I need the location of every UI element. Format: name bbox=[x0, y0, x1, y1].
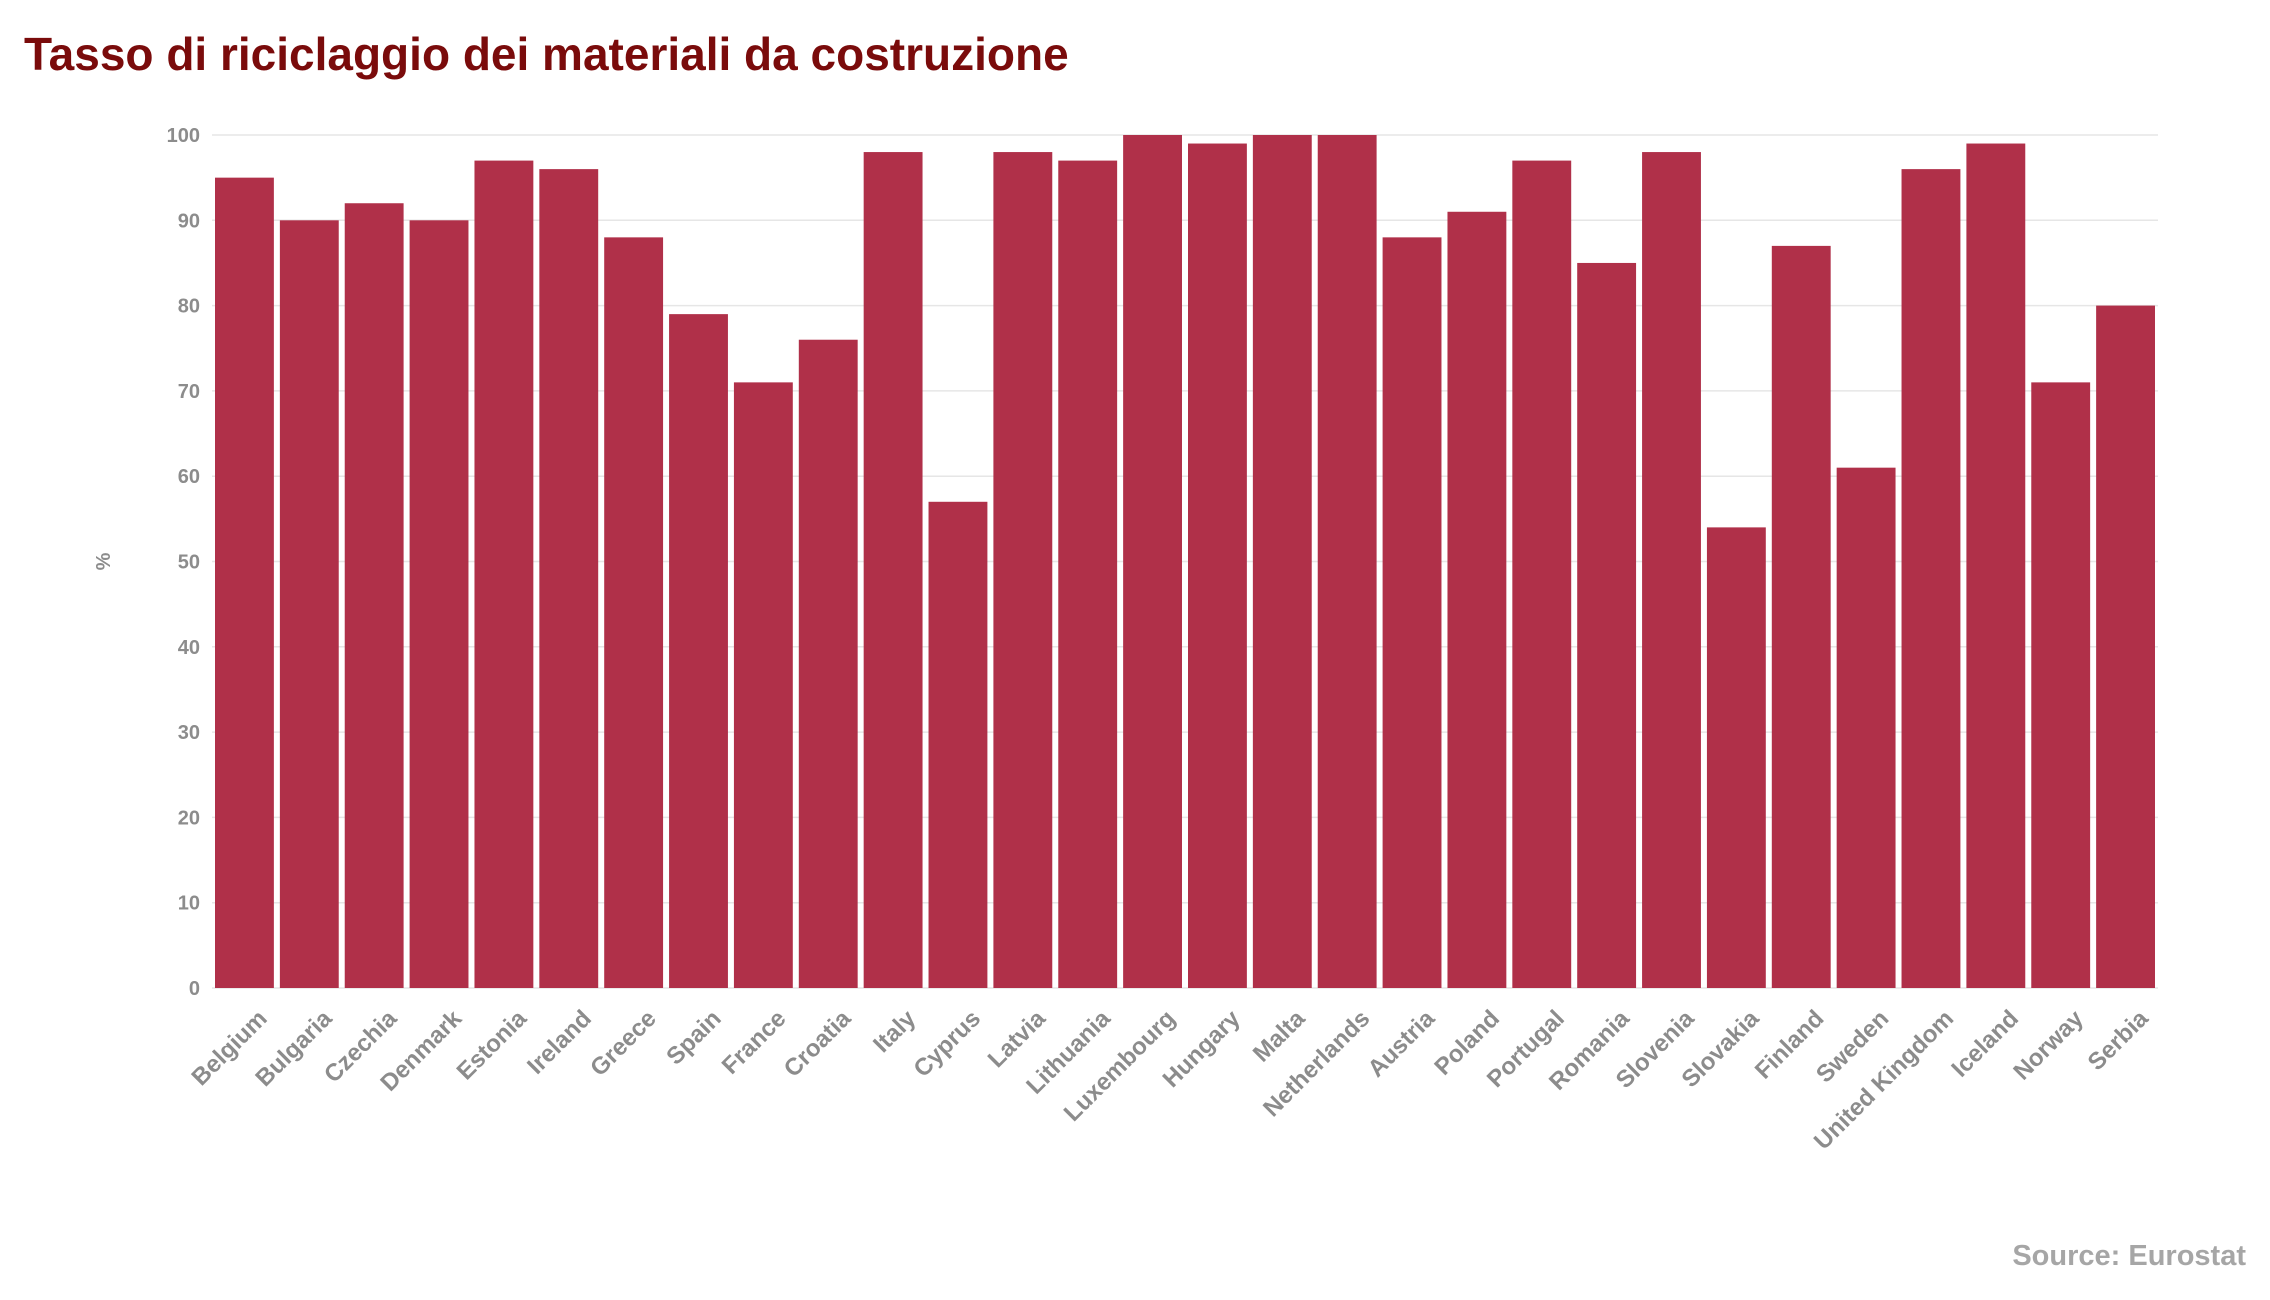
bar-estonia bbox=[474, 160, 534, 989]
bar-slovakia bbox=[1706, 527, 1766, 988]
y-tick-label: 50 bbox=[178, 552, 200, 574]
bar-hungary bbox=[1188, 143, 1247, 988]
bar-austria bbox=[1382, 237, 1442, 989]
bar-slovenia bbox=[1642, 152, 1701, 988]
chart-title: Tasso di riciclaggio dei materiali da co… bbox=[24, 28, 1069, 80]
y-tick-label: 60 bbox=[178, 466, 200, 488]
bar-ireland bbox=[539, 169, 599, 988]
y-tick-label: 80 bbox=[178, 296, 200, 318]
bar-italy bbox=[863, 152, 923, 988]
bars bbox=[215, 135, 2155, 989]
bar-united-kingdom bbox=[1901, 169, 1961, 988]
x-tick-label: Malta bbox=[1248, 1005, 1311, 1068]
gridlines bbox=[212, 134, 2158, 989]
x-axis-ticks: BelgiumBulgariaCzechiaDenmarkEstoniaIrel… bbox=[187, 1005, 2155, 1156]
x-tick-label: Ireland bbox=[522, 1005, 597, 1080]
x-tick-label: France bbox=[717, 1005, 792, 1080]
bar-netherlands bbox=[1317, 135, 1377, 988]
y-tick-label: 30 bbox=[178, 722, 200, 744]
y-axis-label: % bbox=[93, 552, 115, 570]
bar-portugal bbox=[1512, 160, 1572, 989]
x-tick-label: Italy bbox=[868, 1005, 922, 1059]
bar-poland bbox=[1447, 211, 1507, 988]
x-tick-label: Norway bbox=[2008, 1005, 2089, 1086]
y-tick-label: 90 bbox=[178, 210, 200, 232]
x-tick-label: Serbia bbox=[2083, 1005, 2154, 1076]
bar-france bbox=[733, 382, 793, 988]
bar-czechia bbox=[344, 203, 404, 989]
bar-finland bbox=[1771, 245, 1831, 988]
y-tick-label: 40 bbox=[178, 637, 200, 659]
source-note: Source: Eurostat bbox=[2012, 1240, 2246, 1272]
y-tick-label: 70 bbox=[178, 381, 200, 403]
bar-cyprus bbox=[928, 501, 988, 988]
y-tick-label: 100 bbox=[167, 125, 200, 147]
bar-lithuania bbox=[1058, 160, 1118, 989]
bar-luxembourg bbox=[1123, 135, 1182, 988]
bar-denmark bbox=[409, 220, 469, 989]
x-tick-label: Estonia bbox=[452, 1005, 533, 1086]
x-tick-label: Cyprus bbox=[909, 1005, 987, 1083]
y-axis-ticks: 0 10 20 30 40 50 60 70 80 90 100 bbox=[167, 125, 200, 1000]
bar-sweden bbox=[1836, 467, 1896, 988]
bar-iceland bbox=[1966, 143, 2026, 988]
y-tick-label: 20 bbox=[178, 807, 200, 829]
bar-romania bbox=[1577, 262, 1637, 988]
bar-greece bbox=[604, 237, 664, 989]
y-tick-label: 0 bbox=[189, 978, 200, 1000]
bar-belgium bbox=[215, 177, 274, 988]
bar-latvia bbox=[993, 152, 1053, 988]
x-tick-label: Greece bbox=[585, 1005, 662, 1082]
x-tick-label: Austria bbox=[1363, 1005, 1441, 1083]
bar-serbia bbox=[2096, 305, 2155, 989]
x-tick-label: Croatia bbox=[779, 1005, 857, 1083]
bar-bulgaria bbox=[279, 220, 339, 989]
y-tick-label: 10 bbox=[178, 893, 200, 915]
bar-spain bbox=[669, 314, 728, 988]
bar-norway bbox=[2031, 382, 2091, 988]
bar-malta bbox=[1252, 135, 1312, 988]
bar-croatia bbox=[798, 339, 858, 989]
